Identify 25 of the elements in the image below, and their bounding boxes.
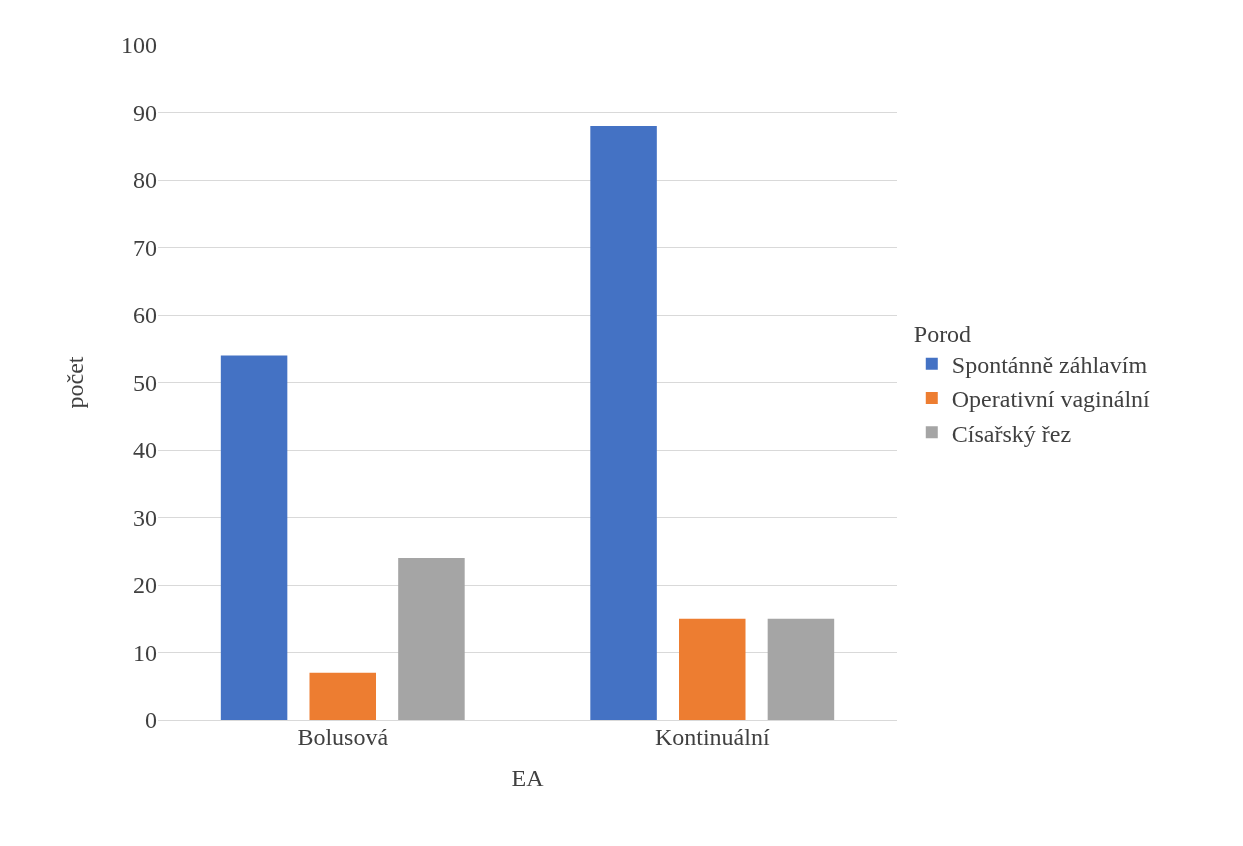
- bar: [309, 672, 377, 720]
- x-tick-label: Bolusová: [297, 724, 389, 750]
- y-tick-label: 80: [133, 167, 157, 194]
- y-tick-label: 20: [133, 572, 157, 599]
- legend-label: Císařský řez: [951, 420, 1072, 447]
- legend-title: Porod: [913, 320, 972, 347]
- y-axis-title: počet: [62, 356, 89, 409]
- bar: [220, 355, 288, 720]
- bar: [679, 618, 746, 720]
- y-tick-label: 70: [133, 234, 157, 261]
- y-tick-label: 100: [121, 32, 157, 59]
- bar: [590, 126, 657, 720]
- bar: [767, 618, 835, 720]
- y-tick-label: 10: [133, 639, 157, 666]
- y-tick-label: 50: [133, 369, 157, 396]
- x-axis-title: EA: [511, 765, 545, 792]
- legend-label: Operativní vaginální: [951, 386, 1151, 413]
- y-tick-label: 0: [145, 707, 157, 734]
- bar: [398, 558, 465, 720]
- x-tick-label: Kontinuální: [654, 724, 770, 750]
- y-tick-label: 30: [133, 504, 157, 531]
- y-tick-label: 60: [133, 302, 157, 329]
- y-tick-label: 40: [133, 437, 157, 464]
- y-tick-label: 90: [133, 99, 157, 126]
- legend-label: Spontánně záhlavím: [951, 352, 1148, 379]
